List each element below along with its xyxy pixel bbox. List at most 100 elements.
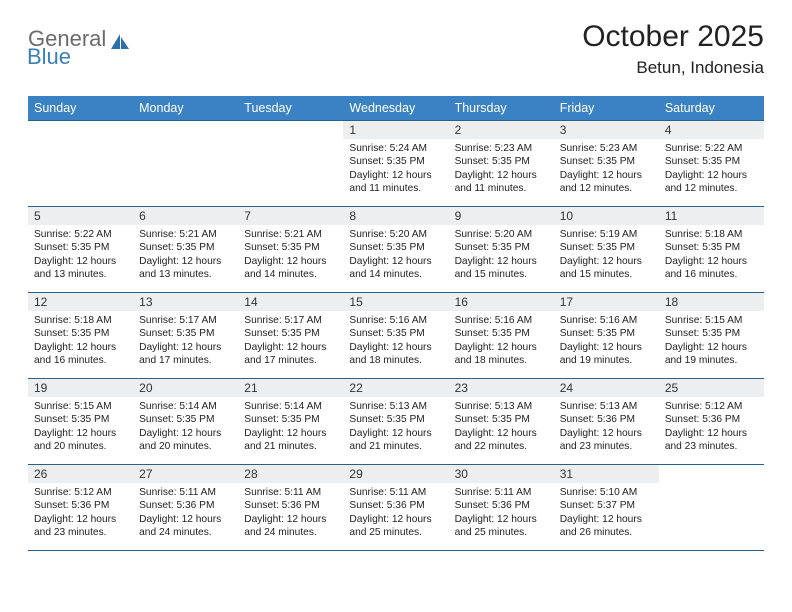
sunrise-line: Sunrise: 5:19 AM <box>560 228 653 241</box>
sunrise-line: Sunrise: 5:22 AM <box>34 228 127 241</box>
daylight-line: Daylight: 12 hours and 15 minutes. <box>560 255 653 282</box>
sunrise-line: Sunrise: 5:10 AM <box>560 486 653 499</box>
day-cell: 6Sunrise: 5:21 AMSunset: 5:35 PMDaylight… <box>133 207 238 293</box>
sunrise-line: Sunrise: 5:13 AM <box>455 400 548 413</box>
daylight-line: Daylight: 12 hours and 15 minutes. <box>455 255 548 282</box>
daylight-line: Daylight: 12 hours and 14 minutes. <box>349 255 442 282</box>
day-body: Sunrise: 5:21 AMSunset: 5:35 PMDaylight:… <box>133 225 238 287</box>
daylight-line: Daylight: 12 hours and 12 minutes. <box>665 169 758 196</box>
day-number: 11 <box>659 207 764 225</box>
day-body: Sunrise: 5:15 AMSunset: 5:35 PMDaylight:… <box>659 311 764 373</box>
calendar-body: 1Sunrise: 5:24 AMSunset: 5:35 PMDaylight… <box>28 121 764 551</box>
week-row: 19Sunrise: 5:15 AMSunset: 5:35 PMDayligh… <box>28 379 764 465</box>
day-number: 26 <box>28 465 133 483</box>
sunrise-line: Sunrise: 5:18 AM <box>34 314 127 327</box>
sunrise-line: Sunrise: 5:24 AM <box>349 142 442 155</box>
day-cell: 19Sunrise: 5:15 AMSunset: 5:35 PMDayligh… <box>28 379 133 465</box>
sunset-line: Sunset: 5:35 PM <box>455 327 548 340</box>
day-body: Sunrise: 5:14 AMSunset: 5:35 PMDaylight:… <box>133 397 238 459</box>
day-number: 19 <box>28 379 133 397</box>
day-number: 16 <box>449 293 554 311</box>
sunset-line: Sunset: 5:35 PM <box>139 241 232 254</box>
sunrise-line: Sunrise: 5:15 AM <box>34 400 127 413</box>
day-body: Sunrise: 5:20 AMSunset: 5:35 PMDaylight:… <box>449 225 554 287</box>
daylight-line: Daylight: 12 hours and 25 minutes. <box>455 513 548 540</box>
sunrise-line: Sunrise: 5:22 AM <box>665 142 758 155</box>
dow-row: Sunday Monday Tuesday Wednesday Thursday… <box>28 96 764 121</box>
sunset-line: Sunset: 5:35 PM <box>665 155 758 168</box>
day-cell: 4Sunrise: 5:22 AMSunset: 5:35 PMDaylight… <box>659 121 764 207</box>
sunset-line: Sunset: 5:35 PM <box>665 327 758 340</box>
sunrise-line: Sunrise: 5:13 AM <box>560 400 653 413</box>
sunset-line: Sunset: 5:35 PM <box>349 241 442 254</box>
day-number: 1 <box>343 121 448 139</box>
day-body: Sunrise: 5:13 AMSunset: 5:35 PMDaylight:… <box>449 397 554 459</box>
sunset-line: Sunset: 5:35 PM <box>139 413 232 426</box>
day-body: Sunrise: 5:10 AMSunset: 5:37 PMDaylight:… <box>554 483 659 545</box>
day-number: 8 <box>343 207 448 225</box>
day-cell: 30Sunrise: 5:11 AMSunset: 5:36 PMDayligh… <box>449 465 554 551</box>
day-number: 17 <box>554 293 659 311</box>
daylight-line: Daylight: 12 hours and 20 minutes. <box>139 427 232 454</box>
day-number: 29 <box>343 465 448 483</box>
day-number: 6 <box>133 207 238 225</box>
sunset-line: Sunset: 5:35 PM <box>139 327 232 340</box>
week-row: 26Sunrise: 5:12 AMSunset: 5:36 PMDayligh… <box>28 465 764 551</box>
day-body: Sunrise: 5:21 AMSunset: 5:35 PMDaylight:… <box>238 225 343 287</box>
day-cell: 13Sunrise: 5:17 AMSunset: 5:35 PMDayligh… <box>133 293 238 379</box>
daylight-line: Daylight: 12 hours and 18 minutes. <box>455 341 548 368</box>
day-cell: 16 Sunrise: 5:16 AMSunset: 5:35 PMDayligh… <box>449 293 554 379</box>
day-number: 20 <box>133 379 238 397</box>
sunset-line: Sunset: 5:35 PM <box>349 413 442 426</box>
day-cell: 8 Sunrise: 5:20 AMSunset: 5:35 PMDaylight… <box>343 207 448 293</box>
day-body <box>238 139 343 147</box>
day-body: Sunrise: 5:12 AMSunset: 5:36 PMDaylight:… <box>28 483 133 545</box>
day-cell: 26Sunrise: 5:12 AMSunset: 5:36 PMDayligh… <box>28 465 133 551</box>
day-cell <box>133 121 238 207</box>
day-cell <box>238 121 343 207</box>
week-row: 1Sunrise: 5:24 AMSunset: 5:35 PMDaylight… <box>28 121 764 207</box>
sunrise-line: Sunrise: 5:20 AM <box>455 228 548 241</box>
day-cell: 15Sunrise: 5:16 AMSunset: 5:35 PMDayligh… <box>343 293 448 379</box>
day-body: Sunrise: 5:11 AMSunset: 5:36 PMDaylight:… <box>449 483 554 545</box>
location: Betun, Indonesia <box>582 58 764 78</box>
day-body: Sunrise: 5:11 AMSunset: 5:36 PMDaylight:… <box>238 483 343 545</box>
day-body: Sunrise: 5:22 AMSunset: 5:35 PMDaylight:… <box>28 225 133 287</box>
sunset-line: Sunset: 5:35 PM <box>244 241 337 254</box>
sunset-line: Sunset: 5:35 PM <box>665 241 758 254</box>
sunrise-line: Sunrise: 5:20 AM <box>349 228 442 241</box>
sunrise-line: Sunrise: 5:21 AM <box>139 228 232 241</box>
title-block: October 2025 Betun, Indonesia <box>582 20 764 78</box>
day-cell: 11Sunrise: 5:18 AMSunset: 5:35 PMDayligh… <box>659 207 764 293</box>
day-cell: 5Sunrise: 5:22 AMSunset: 5:35 PMDaylight… <box>28 207 133 293</box>
week-row: 12Sunrise: 5:18 AMSunset: 5:35 PMDayligh… <box>28 293 764 379</box>
sunset-line: Sunset: 5:35 PM <box>244 413 337 426</box>
day-number: 23 <box>449 379 554 397</box>
day-number: 2 <box>449 121 554 139</box>
day-number: 12 <box>28 293 133 311</box>
day-body: Sunrise: 5:16 AMSunset: 5:35 PMDaylight:… <box>343 311 448 373</box>
day-number: 21 <box>238 379 343 397</box>
day-body: Sunrise: 5:18 AMSunset: 5:35 PMDaylight:… <box>28 311 133 373</box>
sunset-line: Sunset: 5:35 PM <box>560 327 653 340</box>
daylight-line: Daylight: 12 hours and 19 minutes. <box>665 341 758 368</box>
day-cell: 18Sunrise: 5:15 AMSunset: 5:35 PMDayligh… <box>659 293 764 379</box>
sunset-line: Sunset: 5:35 PM <box>349 155 442 168</box>
sunrise-line: Sunrise: 5:16 AM <box>455 314 548 327</box>
sunset-line: Sunset: 5:36 PM <box>139 499 232 512</box>
day-number <box>28 121 133 139</box>
week-row: 5Sunrise: 5:22 AMSunset: 5:35 PMDaylight… <box>28 207 764 293</box>
day-number: 24 <box>554 379 659 397</box>
logo-line2: Blue <box>28 44 71 70</box>
day-number: 13 <box>133 293 238 311</box>
day-body: Sunrise: 5:12 AMSunset: 5:36 PMDaylight:… <box>659 397 764 459</box>
sunrise-line: Sunrise: 5:21 AM <box>244 228 337 241</box>
day-body <box>28 139 133 147</box>
day-number: 30 <box>449 465 554 483</box>
day-cell: 1Sunrise: 5:24 AMSunset: 5:35 PMDaylight… <box>343 121 448 207</box>
dow-wed: Wednesday <box>343 96 448 121</box>
day-number: 14 <box>238 293 343 311</box>
day-number: 7 <box>238 207 343 225</box>
day-number <box>238 121 343 139</box>
day-body <box>659 483 764 491</box>
